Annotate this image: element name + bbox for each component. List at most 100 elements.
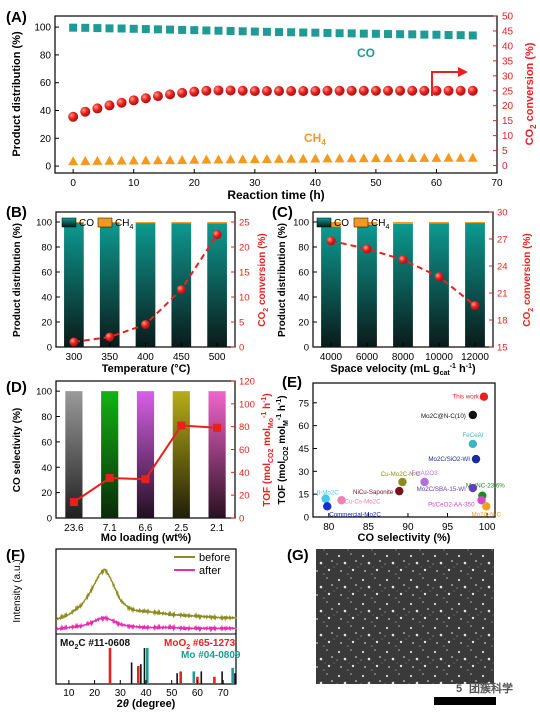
panel-b-ch4-bar (171, 222, 192, 224)
panel-e-xtick-label: 95 (442, 522, 454, 533)
panel-f-ref-mo2c: Mo2C #11-0608 (60, 638, 131, 651)
panel-c-ch4-bar (429, 222, 449, 224)
panel-e-point-label: Commercial-Mo2C (329, 511, 381, 518)
panel-a-co-point (129, 24, 138, 33)
panel-a-co-point (190, 26, 199, 35)
panel-b-co-bar (207, 223, 227, 347)
panel-a-co-point (93, 24, 102, 33)
panel-d-ytick-right-label: 0 (239, 514, 244, 525)
panel-a-conversion-point (358, 85, 369, 96)
panel-b-co-bar (135, 222, 156, 347)
panel-f-label: (F) (6, 547, 25, 564)
panel-b-legend-ch4: CH4 (115, 218, 133, 231)
panel-d-ytick-left-label: 80 (41, 412, 52, 423)
panel-a-co-point (226, 27, 235, 36)
panel-a-xtick-label: 50 (370, 178, 382, 189)
panel-a-conversion-point (213, 85, 224, 96)
panel-b-ch4-bar (135, 222, 156, 224)
panel-g: (G) 5 团簇科学 (287, 547, 513, 705)
panel-a-ch4-point (443, 152, 454, 162)
panel-e-xtick-label: 85 (363, 522, 375, 533)
panel-a-ylabel-left: Product distribution (%) (11, 31, 23, 157)
panel-g-scale-bar (434, 697, 496, 705)
panel-e-ytick-label: 75 (298, 398, 309, 409)
panel-c-xlabel: Space velocity (mL gcat-1 h-1) (330, 363, 476, 377)
panel-c-conversion-point (362, 244, 372, 254)
panel-d-ylabel-left: CO selectivity (%) (12, 408, 23, 492)
panel-a-conversion-point (237, 85, 248, 96)
panel-a-ch4-point (213, 154, 224, 164)
panel-c-legend-co: CO (334, 218, 349, 229)
panel-a-co-point (202, 26, 211, 35)
panel-e-point-label: Cu-Mo2C-N-C (381, 471, 421, 478)
panel-a-xtick-label: 70 (491, 178, 503, 189)
panel-a-ch4-point (431, 152, 442, 162)
panel-b-ytick-right-label: 10 (239, 293, 250, 304)
panel-c-ytick-right-label: 27 (497, 235, 508, 246)
panel-c-conversion-point (470, 301, 480, 311)
panel-b-conversion-point (69, 337, 79, 347)
panel-f-xtick-label: 60 (192, 688, 204, 699)
panel-d-ytick-right-label: 100 (239, 399, 255, 410)
panel-f: (F) 10 20 30 40 50 60 70 before after Mo2C #11… (6, 547, 241, 710)
panel-b-ytick-right-label: 20 (239, 243, 250, 254)
panel-c-ytick-left-label: 60 (298, 268, 309, 279)
panel-b-legend-ch4-swatch (97, 217, 113, 228)
panel-a-co-point (396, 30, 405, 39)
panel-f-xtick-label: 10 (63, 688, 75, 699)
panel-f-xtick-label: 70 (218, 688, 230, 699)
panel-e-point (468, 439, 478, 449)
panel-a-co-point (141, 25, 150, 34)
panel-a-ch4-point (128, 155, 139, 165)
panel-a-conversion-point (177, 87, 188, 98)
panel-d-ytick-right-label: 80 (239, 422, 250, 433)
panel-b-ytick-left-label: 100 (36, 218, 52, 229)
panel-f-xtick-label: 50 (166, 688, 178, 699)
panel-a-co-point (444, 31, 453, 40)
panel-f-legend-before: before (199, 552, 230, 564)
panel-d-tof-point (105, 474, 114, 483)
panel-a-ytick-right-label: 50 (502, 12, 514, 23)
panel-a-ch4-point (104, 155, 115, 165)
panel-a-ch4-point (116, 155, 127, 165)
panel-a-ch4-point (358, 153, 369, 163)
panel-a-ch4-point (201, 154, 212, 164)
panel-a-co-point (323, 28, 332, 37)
panel-c-ytick-right-label: 30 (497, 208, 508, 219)
panel-a-ch4-point (261, 153, 272, 163)
panel-e-label: (E) (282, 374, 302, 391)
panel-b-co-bar (99, 222, 120, 347)
panel-b: (B) 0 20 40 60 80 100 0 5 10 15 20 25 300 350 400 450 50… (6, 204, 270, 375)
panel-d-selectivity-bar (101, 391, 119, 518)
panel-b-ytick-left-label: 20 (41, 318, 52, 329)
panel-d-tof-point (141, 475, 150, 484)
panel-b-ytick-left-label: 0 (47, 343, 52, 354)
panel-a-co-point (299, 28, 308, 37)
panel-a-ch4-point (140, 155, 151, 165)
panel-d-ytick-left-label: 20 (41, 488, 52, 499)
panel-a-conversion-point (249, 86, 260, 97)
panel-e-point (468, 483, 478, 493)
panel-a-ch4-point (370, 153, 381, 163)
panel-d-xtick-label: 23.6 (64, 523, 84, 534)
panel-e-point (323, 502, 332, 511)
panel-c-legend-ch4: CH4 (371, 218, 389, 231)
panel-f-plot: 10 20 30 40 50 60 70 (55, 568, 237, 699)
panel-a-xtick-label: 60 (431, 178, 443, 189)
panel-d-tof-point (69, 498, 78, 507)
panel-a-ch4-point (68, 156, 79, 166)
panel-a-ch4-point (334, 153, 345, 163)
panel-a-co-point (275, 28, 284, 37)
panel-a-ch4-point (237, 154, 248, 164)
panel-d: (D) 0 20 40 60 80 100 0 20 40 60 80 100 120 23.6 7.1 6.… (6, 377, 275, 545)
panel-f-legend-after: after (199, 565, 221, 577)
panel-e-ytick-label: 45 (298, 444, 309, 455)
panel-a-ch4-point (189, 154, 200, 164)
panel-a-co-point (468, 31, 477, 40)
panel-a-conversion-point (346, 85, 357, 96)
panel-a-co-point (456, 31, 465, 40)
panel-c-xtick-label: 6000 (356, 352, 379, 363)
panel-a-ytick-right-label: 5 (502, 146, 508, 157)
panel-a-conversion-point (92, 103, 103, 114)
panel-a-co-point (408, 30, 417, 39)
